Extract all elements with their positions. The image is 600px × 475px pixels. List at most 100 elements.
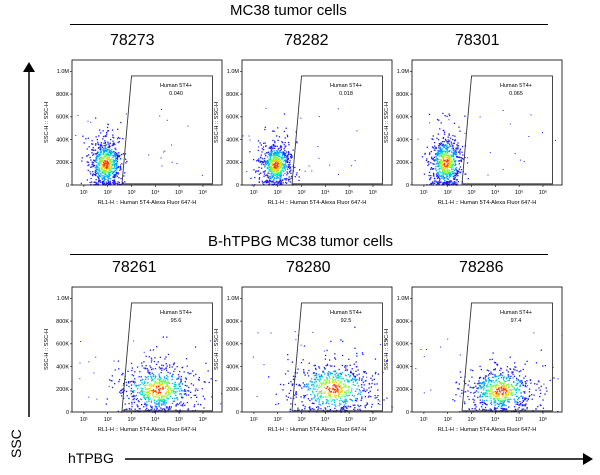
event-point: [107, 177, 109, 179]
event-point: [264, 166, 266, 168]
event-point: [125, 381, 127, 384]
event-point: [269, 183, 271, 185]
group-rule-mc38: [70, 24, 548, 25]
event-point: [112, 144, 115, 146]
event-point: [521, 382, 523, 384]
event-point: [309, 399, 311, 402]
event-point: [331, 365, 333, 367]
event-point: [287, 180, 290, 182]
event-point: [99, 154, 101, 157]
event-point: [437, 173, 439, 175]
event-point: [110, 151, 112, 154]
event-point: [324, 392, 326, 395]
event-point: [130, 393, 132, 395]
event-point: [439, 146, 442, 148]
event-point: [313, 364, 315, 367]
event-point: [436, 153, 438, 156]
event-point: [543, 383, 545, 385]
event-point: [324, 373, 326, 375]
event-point: [440, 151, 442, 154]
event-point: [357, 385, 359, 387]
event-point: [334, 407, 336, 410]
event-point: [519, 385, 521, 387]
event-point: [168, 382, 170, 384]
event-point: [152, 349, 155, 351]
event-point: [176, 163, 178, 164]
event-point: [453, 142, 455, 145]
event-point: [159, 392, 161, 394]
event-point: [124, 378, 126, 380]
event-point: [325, 365, 327, 367]
y-tick-label: 800K: [56, 319, 69, 325]
gate-human-5t4: [291, 302, 383, 412]
event-point: [248, 135, 250, 137]
event-point: [270, 332, 272, 334]
event-point: [478, 380, 480, 382]
event-point: [475, 390, 478, 392]
event-point: [459, 156, 461, 159]
event-point: [438, 164, 440, 166]
event-point: [159, 356, 161, 358]
event-point: [324, 379, 326, 381]
event-point: [261, 160, 263, 163]
event-point: [160, 384, 162, 386]
event-point: [437, 133, 439, 135]
event-point: [386, 360, 388, 362]
event-point: [479, 376, 482, 379]
event-point: [271, 174, 273, 177]
event-point: [496, 388, 498, 390]
event-point: [274, 153, 276, 155]
event-point: [303, 395, 306, 397]
event-point: [159, 379, 161, 382]
event-point: [121, 388, 123, 390]
event-point: [100, 150, 102, 152]
event-point: [141, 362, 143, 364]
event-point: [340, 386, 343, 388]
event-point: [471, 408, 473, 410]
event-point: [506, 369, 508, 371]
event-point: [511, 372, 513, 374]
event-point: [324, 387, 326, 389]
event-point: [524, 397, 526, 399]
event-point: [98, 177, 100, 179]
x-tick-label: 10¹: [80, 417, 88, 423]
event-point: [101, 178, 103, 181]
event-point: [450, 161, 452, 164]
event-point: [142, 383, 144, 385]
event-point: [508, 406, 510, 408]
event-point: [164, 358, 166, 360]
event-point: [99, 144, 102, 147]
event-point: [344, 406, 346, 408]
event-point: [105, 147, 107, 149]
event-point: [288, 151, 290, 153]
event-point: [159, 381, 161, 383]
event-point: [442, 145, 444, 147]
event-point: [319, 376, 321, 378]
event-point: [150, 406, 152, 408]
event-point: [452, 399, 454, 401]
event-point: [503, 391, 505, 393]
event-point: [307, 375, 310, 377]
event-point: [318, 366, 320, 368]
event-point: [128, 381, 130, 383]
event-point: [441, 163, 444, 166]
event-point: [329, 409, 331, 411]
event-point: [340, 373, 342, 375]
event-point: [265, 160, 268, 162]
event-point: [488, 389, 490, 391]
event-point: [356, 355, 358, 357]
event-point: [506, 366, 509, 368]
y-tick-label: 200K: [396, 387, 409, 393]
event-point: [100, 175, 102, 177]
cell-population: [242, 107, 358, 186]
event-point: [333, 410, 335, 413]
event-point: [307, 389, 309, 391]
event-point: [473, 392, 475, 394]
event-point: [443, 171, 446, 174]
event-point: [101, 164, 103, 166]
event-point: [316, 393, 319, 395]
event-point: [171, 366, 173, 368]
event-point: [266, 162, 269, 164]
event-point: [492, 352, 494, 354]
event-point: [290, 155, 292, 158]
